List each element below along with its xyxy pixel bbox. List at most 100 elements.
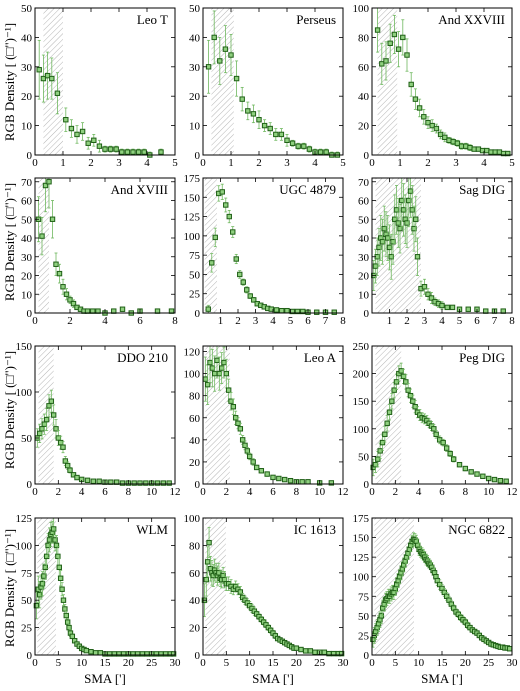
x-tick-label: 4 (270, 315, 276, 327)
data-point (506, 646, 513, 652)
x-tick-label: 1 (387, 315, 393, 327)
x-tick-label: 6 (474, 315, 480, 327)
data-point (273, 131, 279, 138)
x-tick-label: 1 (60, 157, 66, 169)
data-point (382, 431, 388, 438)
data-point (119, 306, 126, 312)
data-point (279, 307, 285, 314)
y-tick-label: 75 (21, 568, 33, 580)
data-point (79, 128, 86, 135)
y-tick-label: 50 (358, 611, 370, 623)
x-tick-label: 10 (244, 657, 256, 669)
data-point (407, 188, 414, 194)
data-point (53, 426, 59, 432)
panel-title: Sag DIG (459, 182, 505, 197)
data-point (403, 379, 409, 385)
data-point (433, 125, 440, 132)
data-point (338, 650, 345, 657)
data-point (410, 398, 416, 404)
data-point (374, 27, 381, 33)
data-point (242, 442, 248, 449)
data-point (444, 304, 450, 311)
y-tick-label: 60 (21, 196, 33, 208)
data-point (404, 52, 410, 58)
data-point (203, 576, 209, 583)
y-tick-label: 100 (184, 513, 201, 525)
data-point (209, 365, 216, 371)
x-tick-label: 2 (256, 157, 262, 169)
data-point (42, 564, 48, 571)
data-point (405, 387, 411, 393)
data-point (60, 444, 66, 450)
x-tick-label: 8 (126, 486, 132, 498)
y-axis-label-row-1: RGB Density [ (□")⁻¹] (2, 23, 17, 141)
panel-title: Leo A (304, 350, 337, 365)
x-tick-label: 30 (507, 657, 519, 669)
x-tick-label: 8 (340, 315, 346, 327)
x-tick-label: 20 (123, 657, 135, 669)
y-tick-label: 50 (21, 214, 33, 226)
y-tick-label: 20 (189, 623, 201, 635)
data-point (170, 651, 177, 657)
data-point (237, 426, 244, 432)
data-point (207, 359, 213, 366)
data-point (49, 75, 55, 82)
y-tick-label: 80 (358, 32, 370, 44)
data-point (409, 207, 415, 213)
data-point (205, 306, 211, 312)
y-tick-label: 120 (184, 347, 201, 359)
data-point (222, 46, 229, 52)
data-point (425, 291, 431, 297)
x-tick-label: 15 (100, 657, 112, 669)
panel-title: NGC 6822 (448, 522, 505, 537)
x-tick-label: 5 (340, 157, 346, 169)
y-tick-label: 200 (353, 369, 370, 381)
x-tick-label: 2 (224, 486, 230, 498)
data-point (85, 140, 91, 146)
x-tick-label: 4 (247, 486, 253, 498)
data-point (90, 478, 97, 484)
data-point (39, 581, 46, 587)
x-tick-label: 1 (228, 157, 234, 169)
data-point (239, 96, 245, 102)
panel-title: DDO 210 (117, 350, 168, 365)
data-point (160, 480, 167, 486)
data-point (219, 189, 225, 195)
x-tick-label: 12 (338, 486, 349, 498)
y-tick-label: 30 (358, 252, 370, 264)
data-point (36, 67, 42, 73)
y-tick-label: 30 (189, 62, 201, 74)
data-point (442, 134, 448, 141)
data-point (287, 477, 294, 484)
data-point (392, 216, 398, 222)
x-tick-label: 20 (291, 657, 303, 669)
data-point (421, 284, 428, 290)
data-point (135, 149, 142, 155)
data-point (429, 122, 435, 129)
panel-title: IC 1613 (294, 522, 336, 537)
x-tick-label: 2 (425, 157, 431, 169)
x-tick-label: 2 (67, 315, 73, 327)
x-tick-label: 4 (312, 157, 318, 169)
data-point (223, 370, 230, 377)
y-tick-label: 100 (184, 369, 201, 381)
y-tick-label: 150 (16, 341, 33, 353)
data-point (375, 456, 381, 462)
data-point (56, 270, 63, 277)
plot-frame (34, 177, 176, 314)
data-point (328, 480, 335, 486)
y-tick-label: 250 (353, 341, 370, 353)
y-tick-label: 20 (21, 91, 33, 103)
y-axis-label-row-2: RGB Density [ (□")⁻¹] (2, 183, 17, 301)
y-tick-label: 25 (189, 289, 201, 301)
data-point (43, 416, 50, 423)
x-tick-label: 5 (393, 657, 399, 669)
data-point (267, 125, 273, 132)
data-point (66, 624, 72, 631)
x-tick-label: 6 (137, 315, 143, 327)
x-tick-label: 7 (323, 315, 329, 327)
